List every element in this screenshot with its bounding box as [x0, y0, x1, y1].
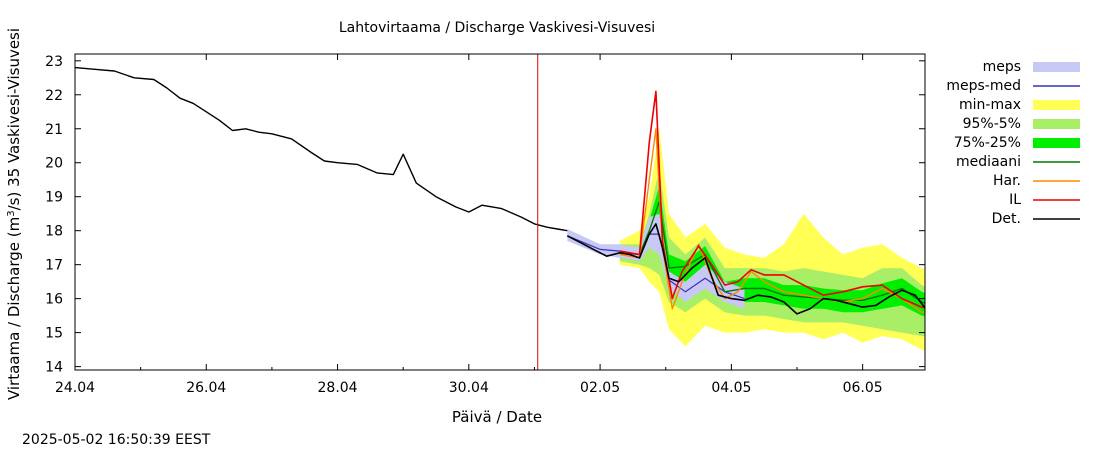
plot-frame [74, 53, 926, 371]
x-tick-label: 06.05 [843, 380, 883, 396]
y-tick-label: 23 [45, 54, 63, 70]
legend-label: Har. [993, 173, 1021, 189]
y-tick-label: 19 [45, 190, 63, 206]
x-tick-label: 26.04 [186, 380, 226, 396]
y-tick-label: 15 [45, 326, 63, 342]
y-tick-label: 20 [45, 156, 63, 172]
x-axis-label: Päivä / Date [452, 408, 542, 426]
legend-label: Det. [992, 211, 1021, 227]
y-tick-label: 22 [45, 88, 63, 104]
series-det [566, 223, 925, 315]
x-tick-label: 02.05 [580, 380, 620, 396]
x-axis: 24.04 26.04 28.04 30.04 02.05 04.05 06.05 [55, 54, 883, 396]
bands-layer [567, 128, 925, 351]
y-axis-label-superscript: 3 [6, 210, 17, 216]
legend-label: mediaani [956, 154, 1021, 170]
series-il [619, 90, 925, 309]
legend-label: 75%-25% [954, 135, 1021, 151]
legend-label: meps-med [946, 78, 1021, 94]
x-tick-label: 04.05 [711, 380, 751, 396]
legend-swatch [1033, 119, 1080, 129]
legend: meps meps-med min-max 95%-5% 75%-25% mediaani… [946, 59, 1080, 227]
legend-label: 95%-5% [963, 116, 1021, 132]
legend-swatch [1033, 62, 1080, 72]
series-mediaani [619, 201, 925, 305]
y-tick-label: 18 [45, 224, 63, 240]
y-axis-label: Virtaama / Discharge (m3/s) 35 Vaskivesi… [5, 28, 23, 400]
y-tick-label: 21 [45, 122, 63, 138]
y-tick-label: 17 [45, 258, 63, 274]
x-tick-label: 30.04 [449, 380, 489, 396]
y-tick-label: 16 [45, 292, 63, 308]
legend-label: IL [1009, 192, 1021, 208]
band-meps [567, 213, 745, 309]
y-tick-label: 14 [45, 360, 63, 376]
chart-title: Lahtovirtaama / Discharge Vaskivesi-Visu… [339, 20, 655, 36]
y-axis: 14 15 16 17 18 19 20 21 22 23 [45, 54, 925, 376]
x-tick-label: 24.04 [55, 380, 95, 396]
band-75-25 [619, 186, 925, 317]
timestamp: 2025-05-02 16:50:39 EEST [22, 432, 211, 448]
legend-swatch [1033, 100, 1080, 110]
x-tick-label: 28.04 [318, 380, 358, 396]
legend-label: meps [983, 59, 1021, 75]
series-observed [75, 66, 568, 232]
lines-layer [75, 66, 925, 315]
legend-label: min-max [959, 97, 1021, 113]
legend-swatch [1033, 138, 1080, 148]
